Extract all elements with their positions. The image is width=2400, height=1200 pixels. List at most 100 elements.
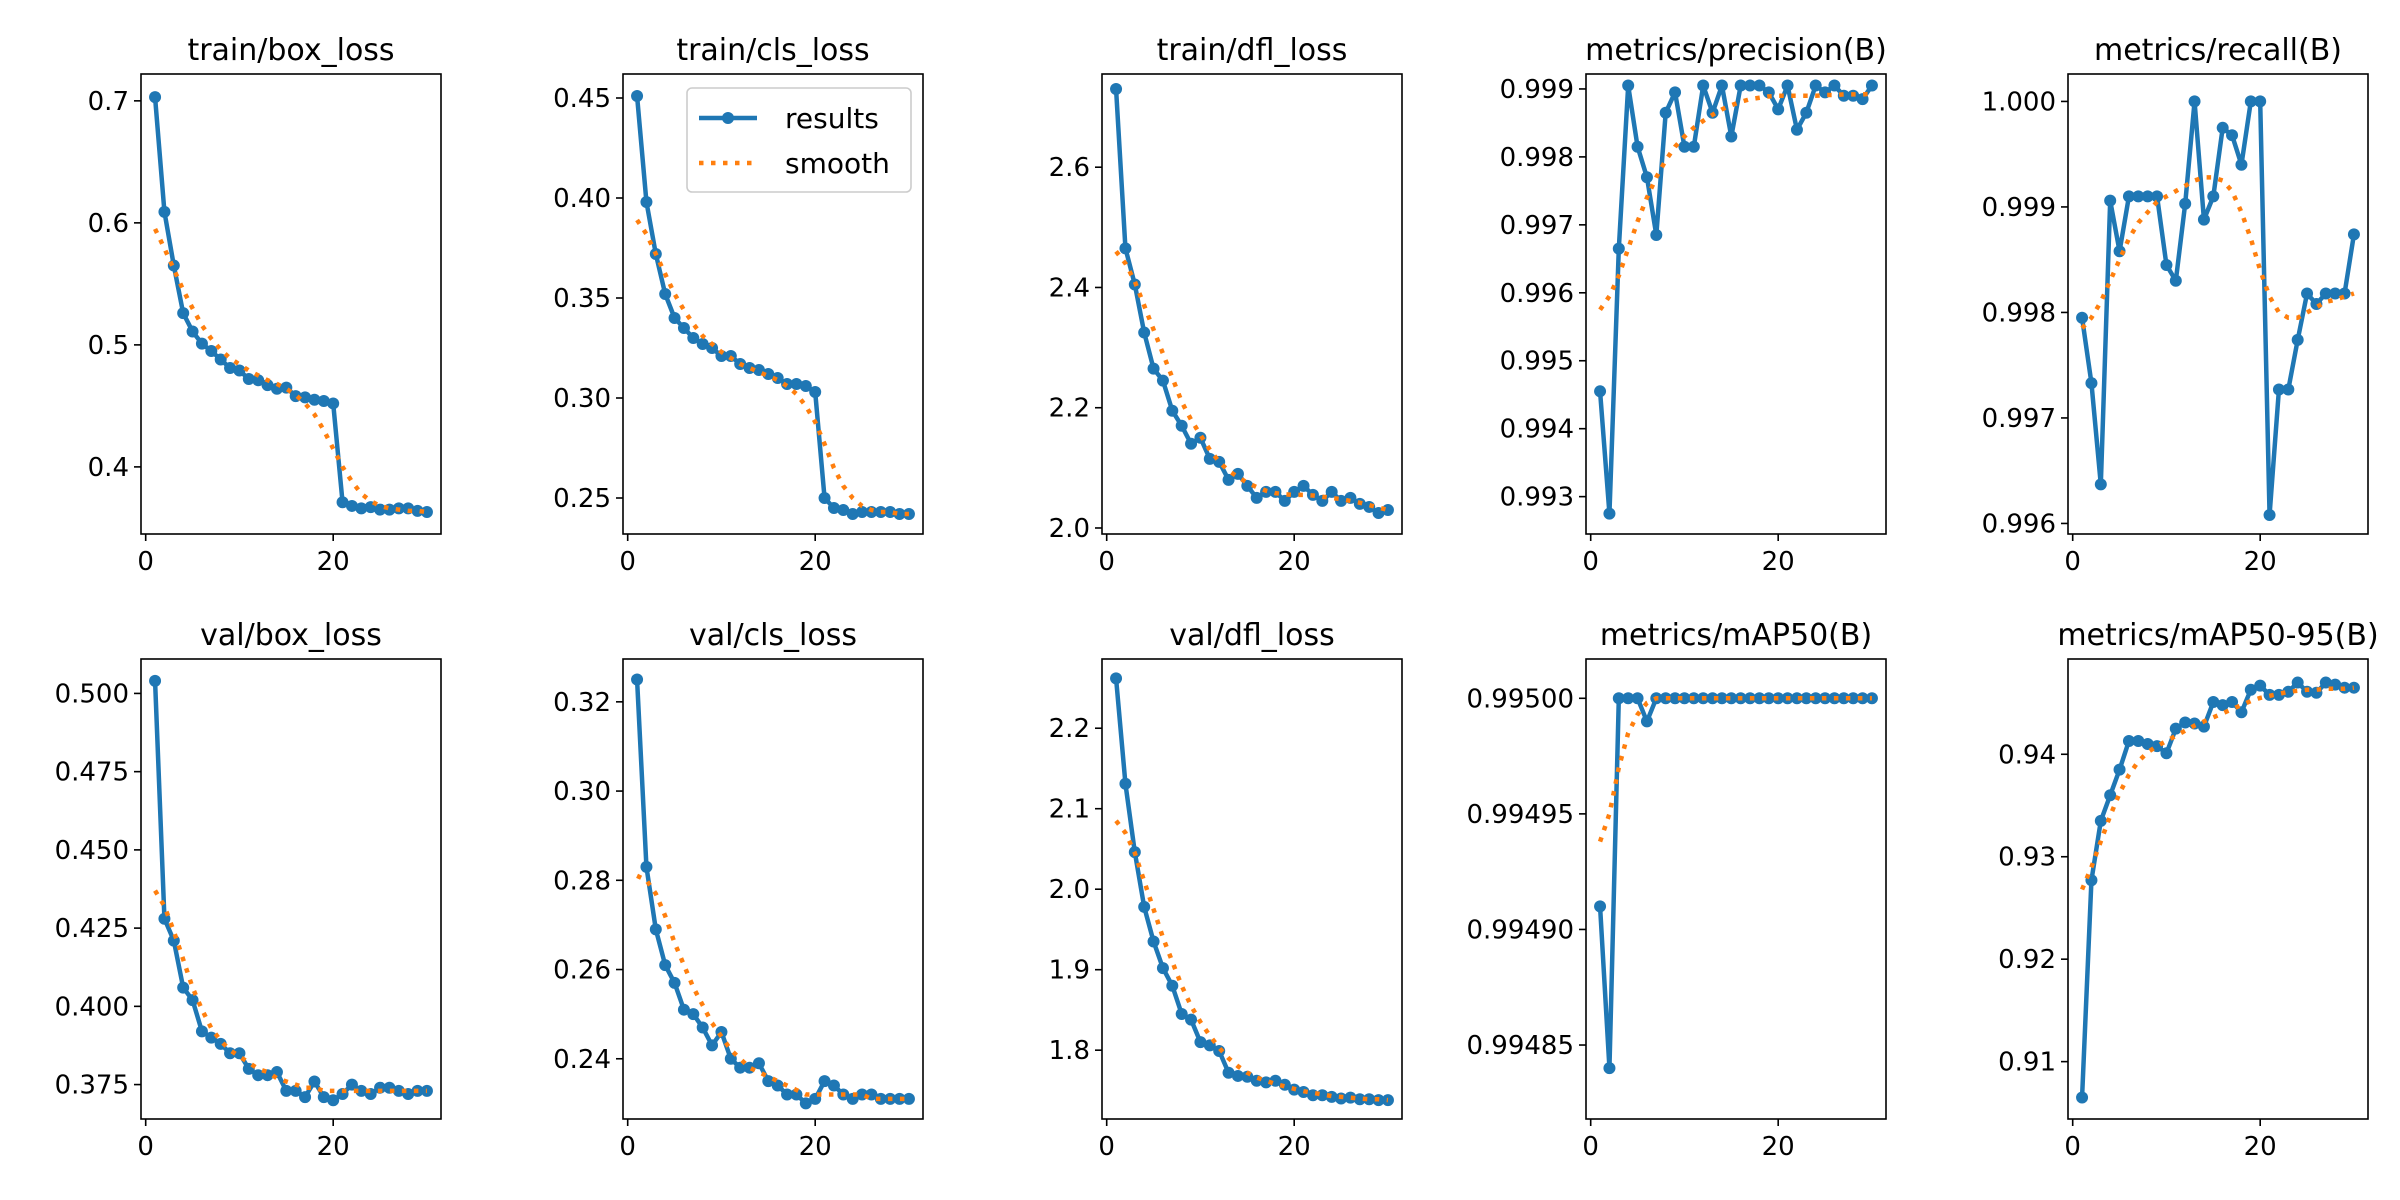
results-point (1659, 692, 1672, 705)
y-tick-label: 0.30 (553, 384, 611, 414)
results-point (2226, 696, 2239, 709)
results-point (1156, 962, 1169, 975)
results-point (706, 1039, 719, 1052)
y-tick-label: 0.6 (88, 209, 129, 239)
results-point (818, 1075, 831, 1088)
axes-frame (622, 658, 924, 1120)
subplot-val-cls-loss: val/cls_loss 0 20 0.24 0.26 0.28 0.30 0.32 (553, 618, 924, 1162)
smooth-series-line (1114, 250, 1389, 513)
results-point (1669, 692, 1682, 705)
results-point (2216, 699, 2229, 712)
legend-results-label: results (785, 102, 879, 135)
results-point (640, 860, 653, 873)
results-point (355, 502, 368, 515)
subplot-title: train/dfl_loss (1157, 33, 1348, 68)
subplot-title: metrics/precision(B) (1585, 33, 1887, 68)
x-tick-label: 20 (1278, 1132, 1311, 1162)
y-tick-label: 0.26 (553, 956, 611, 986)
results-point (1222, 1066, 1235, 1079)
results-point (1640, 171, 1653, 184)
results-point (2329, 287, 2342, 300)
results-point (1762, 692, 1775, 705)
results-point (392, 1084, 405, 1097)
results-point (327, 397, 340, 410)
results-point (149, 91, 162, 104)
results-point (902, 1092, 915, 1105)
results-point (1363, 1093, 1376, 1106)
subplot-title: train/cls_loss (676, 33, 869, 68)
y-tick-label: 0.99495 (1466, 800, 1574, 830)
y-tick-label: 2.6 (1049, 153, 1090, 183)
axes-frame (1585, 73, 1887, 535)
y-tick-label: 0.28 (553, 866, 611, 896)
results-point (2207, 190, 2220, 203)
results-point (1231, 1069, 1244, 1082)
results-point (1725, 692, 1738, 705)
results-point (2122, 734, 2135, 747)
results-point (2076, 1091, 2089, 1104)
results-point (252, 1069, 265, 1082)
y-tick-label: 0.998 (1500, 143, 1574, 173)
results-point (668, 976, 681, 989)
y-tick-label: 1.9 (1049, 956, 1090, 986)
results-point (2216, 121, 2229, 134)
results-point (2197, 720, 2210, 733)
y-tick-label: 0.999 (1982, 193, 2056, 223)
axes-frame (140, 73, 442, 535)
results-point (1250, 491, 1263, 504)
results-series-line (1113, 88, 1389, 516)
results-point (2160, 747, 2173, 760)
x-tick-label: 20 (2244, 547, 2277, 577)
results-point (1110, 83, 1123, 96)
legend-smooth-label: smooth (785, 147, 890, 180)
results-point (1809, 692, 1822, 705)
y-tick-label: 0.35 (553, 284, 611, 314)
plot-area (1594, 692, 1878, 1075)
subplot-val-box-loss: val/box_loss 0 20 0.375 0.400 0.425 0.450 0.475… (55, 618, 442, 1162)
results-point (1594, 900, 1607, 913)
results-point (1659, 106, 1672, 119)
x-tick-label: 20 (799, 1132, 832, 1162)
results-point (1865, 79, 1878, 92)
results-point (1185, 437, 1198, 450)
x-tick-label: 0 (1582, 1132, 1599, 1162)
results-point (2179, 197, 2192, 210)
plot-area (1110, 83, 1394, 519)
results-point (2263, 509, 2276, 522)
plot-area (631, 673, 915, 1110)
y-tick-label: 2.2 (1049, 714, 1090, 744)
results-point (2254, 95, 2267, 108)
results-point (308, 1075, 321, 1088)
results-series-line (152, 96, 428, 515)
results-point (1297, 479, 1310, 492)
results-point (1156, 374, 1169, 387)
results-point (2085, 377, 2098, 390)
results-series-line (1113, 678, 1388, 1103)
plot-area (2076, 95, 2360, 522)
subplot-val-dfl-loss: val/dfl_loss 0 20 1.8 1.9 2.0 2.1 2.2 (1049, 618, 1403, 1162)
results-point (706, 342, 719, 354)
results-point (205, 344, 218, 357)
x-tick-label: 20 (1762, 1132, 1795, 1162)
y-tick-label: 0.99490 (1466, 915, 1574, 945)
results-point (1800, 692, 1813, 705)
y-tick-label: 0.25 (553, 484, 611, 514)
results-point (252, 374, 265, 387)
results-point (1744, 79, 1757, 92)
results-point (1734, 79, 1747, 92)
results-series-line (152, 680, 427, 1103)
results-point (668, 312, 681, 324)
subplot-metrics-precision-b: metrics/precision(B) 0 20 0.993 0.994 0.995 0.… (1500, 33, 1887, 577)
results-point (1837, 692, 1850, 705)
results-point (1147, 935, 1160, 948)
y-tick-label: 0.500 (55, 679, 129, 709)
results-point (327, 1094, 340, 1107)
results-point (1687, 140, 1700, 153)
results-point (1353, 1093, 1366, 1106)
results-point (280, 1084, 293, 1097)
results-point (856, 506, 869, 518)
results-point (1725, 130, 1738, 143)
results-point (1185, 1013, 1198, 1026)
y-tick-label: 0.93 (1998, 843, 2056, 873)
results-point (715, 350, 728, 362)
